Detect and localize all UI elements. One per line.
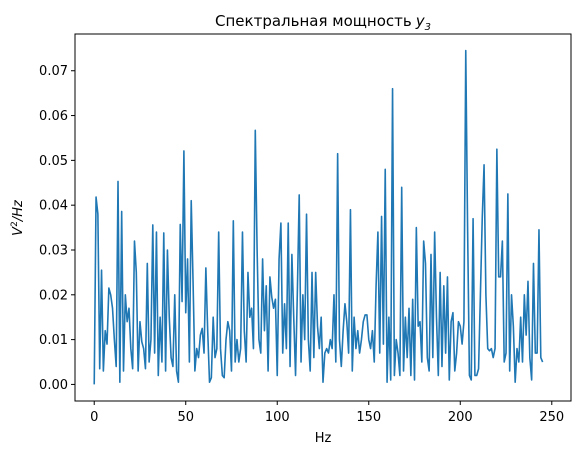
x-axis: 0 50 100 150 200 250: [90, 401, 564, 425]
x-tick-label: 0: [90, 410, 98, 425]
chart-title: Спектральная мощность y3: [215, 12, 431, 33]
chart-title-symbol: y: [415, 12, 426, 30]
chart-title-subscript: 3: [425, 22, 431, 33]
y-tick-label: 0.03: [39, 243, 68, 258]
x-tick-label: 250: [539, 410, 564, 425]
y-tick-label: 0.01: [39, 333, 68, 348]
y-tick-label: 0.06: [39, 109, 68, 124]
y-tick-label: 0.02: [39, 288, 68, 303]
x-tick-label: 50: [177, 410, 194, 425]
chart-title-text: Спектральная мощность: [215, 12, 412, 30]
x-tick-label: 150: [356, 410, 381, 425]
y-tick-label: 0.00: [39, 378, 68, 393]
y-tick-label: 0.05: [39, 154, 68, 169]
x-axis-label: Hz: [315, 431, 332, 446]
x-tick-label: 200: [448, 410, 473, 425]
y-axis-label-base: V: [11, 226, 26, 236]
y-axis: 0.00 0.01 0.02 0.03 0.04 0.05 0.06 0.07: [39, 64, 75, 393]
y-axis-label: V2/Hz: [10, 199, 26, 236]
y-axis-label-rest: /Hz: [11, 199, 26, 222]
series-line: [93, 49, 544, 385]
y-tick-label: 0.07: [39, 64, 68, 79]
x-tick-label: 100: [265, 410, 290, 425]
y-tick-label: 0.04: [39, 199, 68, 214]
y-axis-label-sup: 2: [10, 221, 20, 227]
